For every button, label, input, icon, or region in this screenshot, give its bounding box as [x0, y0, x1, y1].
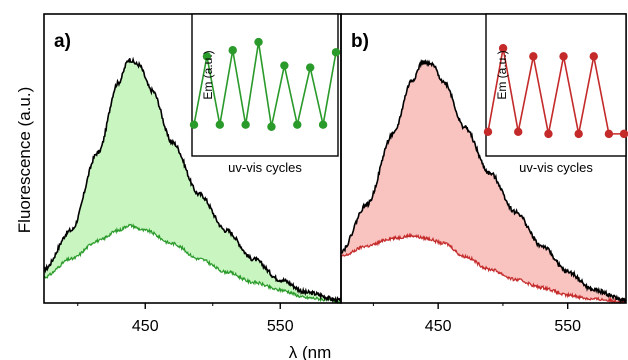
inset-point: [483, 127, 493, 137]
x-tick-label: 550: [267, 318, 294, 335]
panel-b: 450 550 Em (a.u.) uv-vis cycles b): [340, 13, 628, 335]
inset-point: [589, 52, 598, 61]
x-tick-label: 550: [554, 318, 581, 335]
x-tick-label: 450: [425, 318, 452, 335]
inset-y-label: Em (a.u.): [201, 50, 215, 99]
y-axis-label: Fluorescence (a.u.): [15, 87, 34, 233]
inset-point: [514, 127, 523, 137]
inset-point: [241, 120, 250, 129]
series-high-line: [43, 56, 342, 304]
series-high-line: [340, 58, 627, 304]
inset-x-label: uv-vis cycles: [519, 160, 593, 175]
inset-point: [305, 63, 315, 72]
fill-area: [44, 58, 341, 303]
inset-point: [604, 129, 614, 139]
inset-line: [487, 48, 624, 135]
inset-point: [189, 120, 199, 129]
inset-x-label: uv-vis cycles: [228, 160, 302, 175]
panel-label: b): [351, 31, 369, 52]
inset-point: [544, 129, 553, 139]
inset-point: [574, 129, 583, 139]
inset-point: [267, 122, 276, 131]
inset-point: [559, 52, 568, 61]
inset-point: [331, 48, 341, 57]
panel-a: 450 550 Em (a.u.) uv-vis cycles a): [43, 13, 342, 335]
inset-y-label: Em (a.u.): [495, 50, 509, 99]
inset-point: [254, 37, 263, 47]
inset-point: [619, 129, 628, 139]
series-low-line: [43, 223, 342, 305]
inset-point: [318, 120, 328, 129]
inset-point: [202, 52, 212, 61]
inset-point: [293, 120, 302, 129]
plot-frame: [340, 13, 627, 304]
x-axis-label: λ (nm: [289, 343, 332, 360]
fill-area: [341, 60, 626, 304]
panels: 450 550 Em (a.u.) uv-vis cycles a) 450 550 Em (…: [43, 13, 628, 335]
panel-label: a): [54, 31, 71, 52]
inset-point: [498, 44, 508, 53]
inset-point: [529, 52, 538, 61]
series-low-line: [340, 232, 627, 305]
inset-point: [228, 46, 237, 55]
inset-point: [280, 61, 289, 70]
inset-point: [215, 120, 225, 129]
inset-line: [193, 41, 337, 127]
x-tick-label: 450: [132, 318, 159, 335]
